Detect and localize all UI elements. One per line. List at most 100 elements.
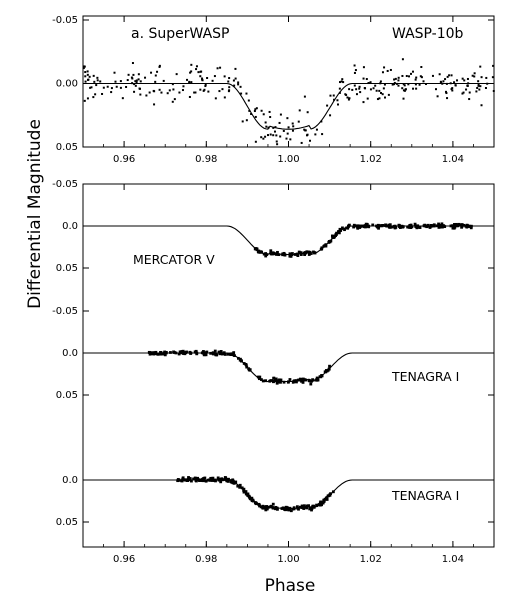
tenagra-2-point: [218, 477, 222, 481]
tenagra-2-point: [265, 505, 269, 508]
superwasp-point: [450, 88, 453, 91]
superwasp-point: [422, 80, 425, 83]
top-x-tick-label: 1.04: [442, 154, 464, 165]
superwasp-point: [362, 77, 365, 80]
superwasp-point: [166, 92, 169, 95]
superwasp-point: [254, 115, 257, 118]
superwasp-point: [292, 125, 295, 128]
bottom-x-tick-label: 0.98: [195, 554, 217, 565]
superwasp-point: [491, 76, 494, 79]
superwasp-point: [347, 98, 350, 101]
tenagra-2-point: [232, 481, 236, 485]
tenagra-2-point: [315, 504, 319, 508]
superwasp-point: [135, 81, 138, 84]
tenagra-1-point: [301, 380, 305, 384]
superwasp-point: [438, 73, 441, 76]
superwasp-point: [178, 91, 181, 94]
superwasp-point: [358, 87, 361, 90]
superwasp-point: [353, 64, 356, 67]
superwasp-point: [113, 71, 116, 74]
superwasp-point: [137, 73, 140, 76]
superwasp-point: [269, 116, 272, 119]
superwasp-point: [372, 87, 375, 90]
superwasp-point: [204, 83, 207, 86]
mercator-point: [281, 252, 285, 256]
bottom-y-tick-label: 0.0: [62, 348, 78, 359]
superwasp-point: [234, 67, 237, 70]
superwasp-point: [353, 84, 356, 87]
superwasp-point: [358, 85, 361, 88]
tenagra-2-point: [300, 504, 304, 508]
superwasp-point: [415, 87, 418, 90]
superwasp-point: [171, 83, 174, 86]
bottom-y-tick-label: 0.0: [62, 221, 78, 232]
superwasp-point: [362, 101, 365, 104]
superwasp-point: [383, 66, 386, 69]
superwasp-point: [204, 85, 207, 88]
mercator-point: [417, 225, 420, 229]
superwasp-point: [199, 70, 202, 73]
superwasp-point: [362, 66, 365, 69]
superwasp-point: [393, 83, 396, 86]
tenagra-2-point: [271, 502, 275, 506]
tenagra-1-point: [193, 350, 197, 354]
superwasp-point: [88, 75, 91, 78]
superwasp-point: [380, 91, 383, 94]
tenagra-1-point: [202, 353, 206, 357]
superwasp-point: [456, 79, 459, 82]
superwasp-point: [279, 135, 282, 138]
top-y-tick-label: 0.00: [56, 79, 78, 90]
superwasp-point: [218, 90, 221, 93]
superwasp-point: [393, 81, 396, 84]
bottom-x-tick-label: 0.96: [113, 554, 135, 565]
tenagra-2-point: [203, 476, 207, 480]
tenagra-2-point: [326, 494, 330, 498]
tenagra-2-point: [204, 479, 208, 483]
superwasp-point: [156, 70, 159, 73]
superwasp-point: [254, 140, 257, 143]
superwasp-point: [420, 66, 423, 69]
mercator-point: [456, 223, 460, 227]
superwasp-point: [414, 83, 417, 86]
superwasp-point: [286, 132, 289, 135]
superwasp-point: [298, 109, 301, 112]
mercator-point: [275, 253, 278, 256]
mercator-point: [390, 225, 394, 229]
y-axis-title: Differential Magnitude: [25, 119, 45, 309]
tenagra-2-point: [287, 508, 291, 512]
superwasp-point: [463, 79, 466, 82]
superwasp-point: [186, 78, 189, 81]
superwasp-point: [365, 78, 368, 81]
tenagra-1-point: [214, 353, 218, 357]
superwasp-point: [188, 81, 191, 84]
tenagra-1-point: [160, 352, 164, 356]
superwasp-point: [338, 87, 341, 90]
superwasp-point: [273, 130, 276, 133]
superwasp-point: [341, 78, 344, 81]
superwasp-point: [131, 62, 134, 65]
tenagra-1-point: [229, 353, 233, 356]
superwasp-point: [439, 80, 442, 83]
superwasp-point: [351, 88, 354, 91]
superwasp-point: [245, 119, 248, 122]
superwasp-point: [300, 141, 303, 144]
tenagra-1-point: [163, 352, 167, 356]
superwasp-point: [213, 75, 216, 78]
bottom-y-tick-label: -0.05: [52, 306, 78, 317]
superwasp-point: [267, 134, 270, 137]
tenagra-1-point: [301, 377, 305, 381]
superwasp-point: [153, 103, 156, 106]
superwasp-point: [150, 71, 153, 74]
tenagra-1-point: [309, 382, 313, 386]
superwasp-point: [473, 75, 476, 78]
tenagra-1-point: [279, 378, 283, 382]
superwasp-point: [276, 143, 279, 146]
tenagra-2-point: [201, 479, 205, 483]
mercator-point: [413, 222, 417, 226]
tenagra-1-point: [294, 379, 298, 383]
superwasp-point: [207, 90, 210, 93]
superwasp-point: [134, 84, 137, 87]
superwasp-point: [84, 75, 87, 78]
tenagra-2-point: [242, 487, 246, 491]
superwasp-point: [492, 64, 495, 67]
